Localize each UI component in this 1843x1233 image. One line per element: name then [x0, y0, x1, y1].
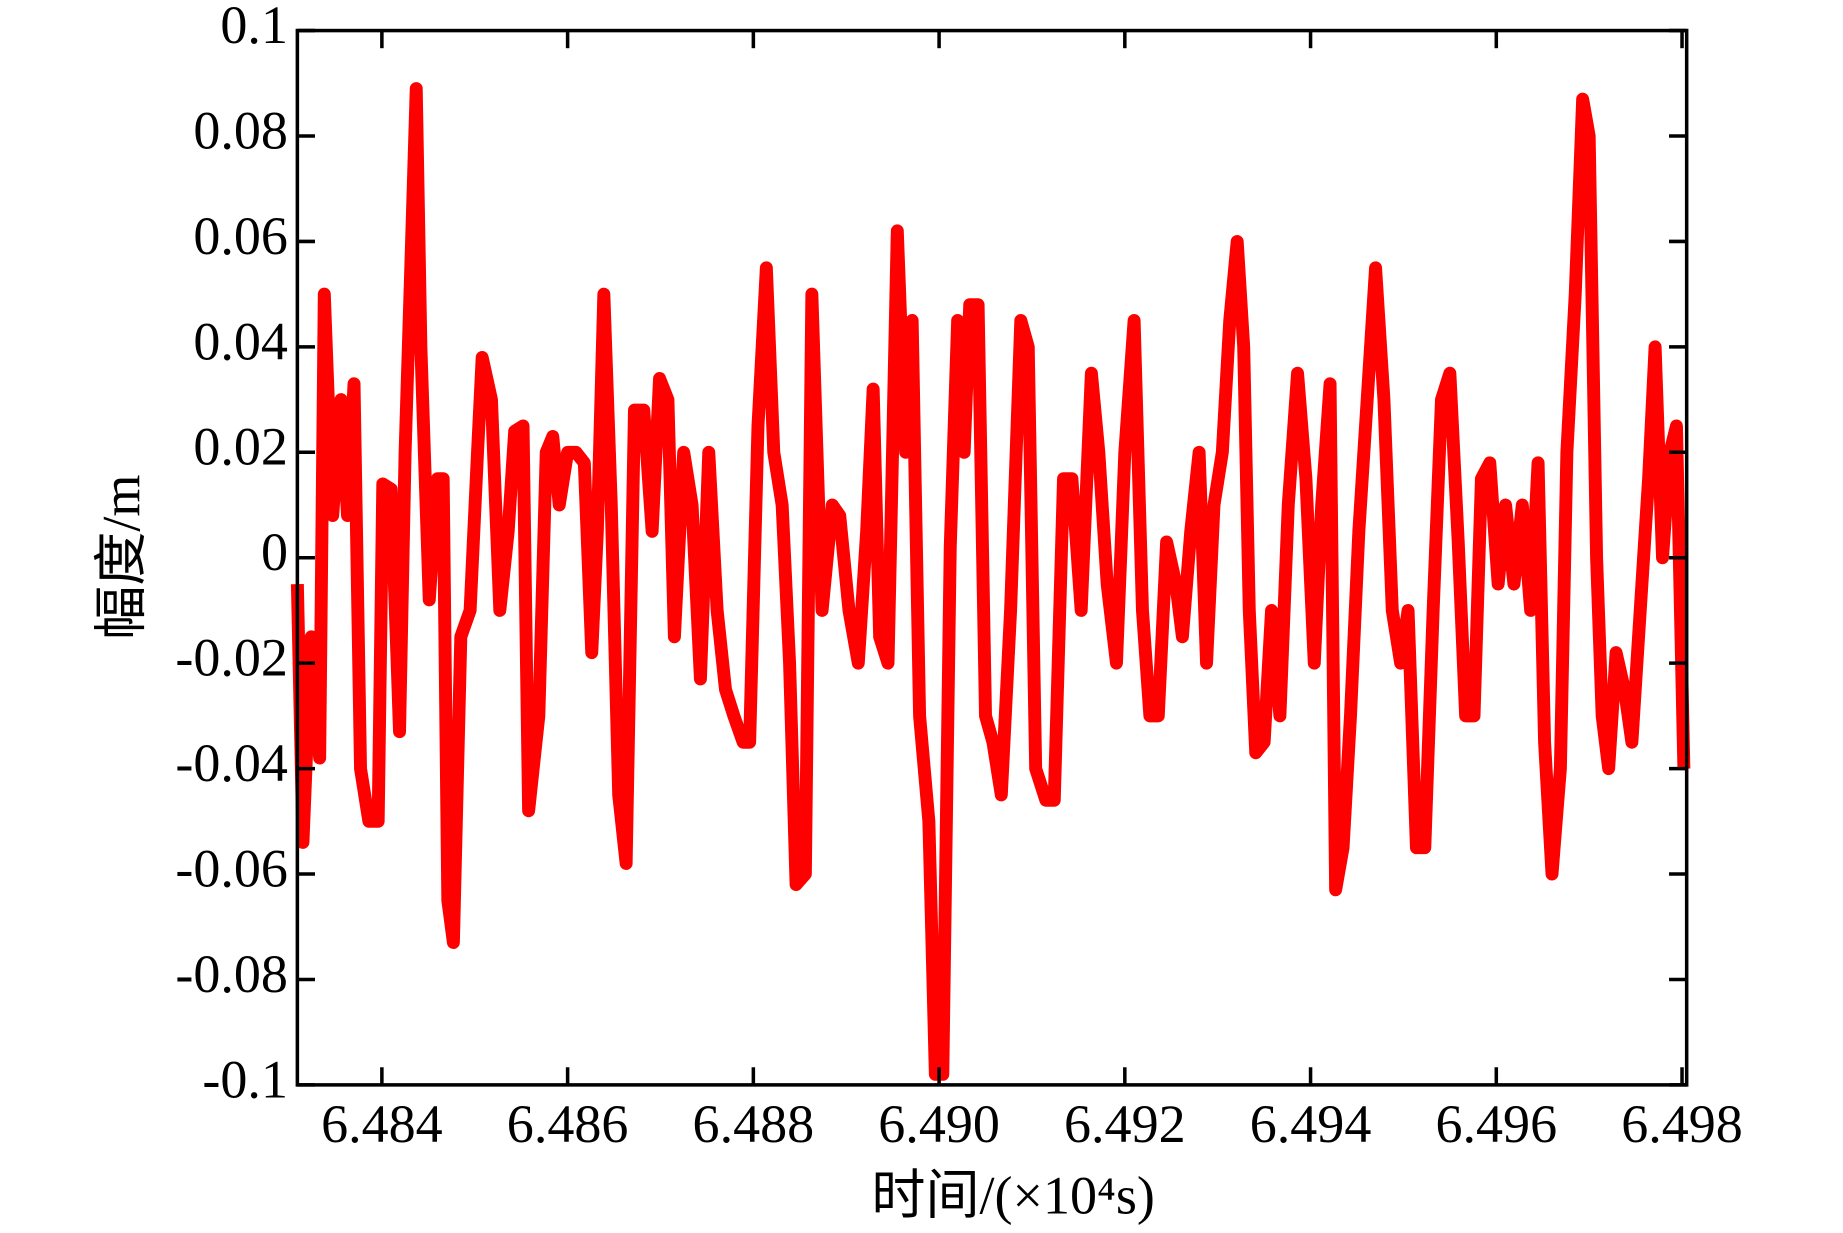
y-tick-label: 0.02 — [193, 417, 288, 477]
x-tick-label: 6.496 — [1435, 1094, 1557, 1154]
y-tick-label: -0.06 — [175, 838, 288, 898]
plot-area — [290, 82, 1691, 1081]
x-tick-label: 6.486 — [507, 1094, 629, 1154]
y-tick-label: -0.02 — [175, 628, 288, 688]
x-tick-label: 6.498 — [1621, 1094, 1743, 1154]
x-tick-label: 6.490 — [878, 1094, 1000, 1154]
y-tick-label: 0.04 — [193, 311, 288, 371]
x-tick-label: 6.492 — [1064, 1094, 1186, 1154]
y-tick-label: -0.1 — [202, 1049, 288, 1109]
y-tick-label: 0.06 — [193, 206, 288, 266]
x-tick-label: 6.488 — [693, 1094, 815, 1154]
y-tick-label: -0.04 — [175, 733, 288, 793]
y-tick-label: -0.08 — [175, 944, 288, 1004]
y-tick-label: 0 — [261, 522, 288, 582]
y-axis-label: 幅度/m — [91, 475, 151, 640]
y-tick-label: 0.08 — [193, 100, 288, 160]
x-tick-label: 6.494 — [1250, 1094, 1372, 1154]
x-axis-label: 时间/(×10⁴s) — [871, 1166, 1155, 1226]
y-tick-label: 0.1 — [220, 0, 288, 55]
x-tick-label: 6.484 — [321, 1094, 443, 1154]
data-line — [290, 82, 1691, 1081]
